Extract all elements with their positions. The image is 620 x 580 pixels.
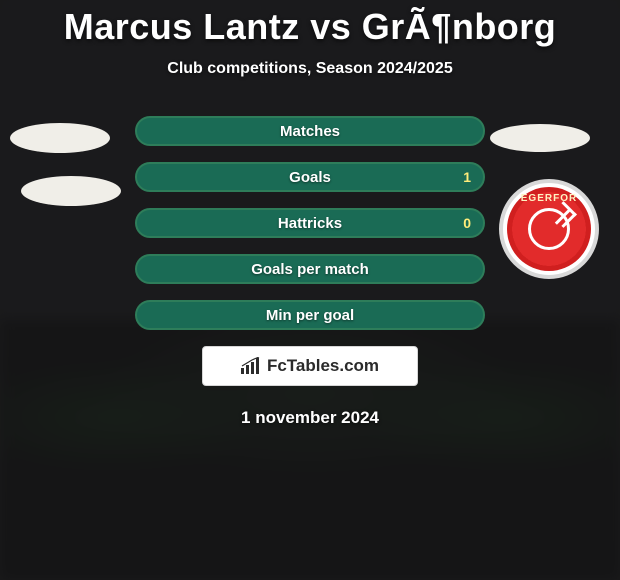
stat-bar-hattricks: Hattricks 0 [135, 208, 485, 238]
stat-bar-goals-per-match: Goals per match [135, 254, 485, 284]
club-badge-symbol [528, 208, 570, 250]
page-subtitle: Club competitions, Season 2024/2025 [0, 60, 620, 78]
stat-value: 0 [463, 215, 471, 231]
club-badge-text: EGERFOR [507, 193, 591, 204]
player-left-shape-2 [21, 176, 121, 206]
stat-label: Hattricks [278, 215, 342, 232]
stat-value: 1 [463, 169, 471, 185]
stat-label: Goals per match [251, 261, 369, 278]
date-label: 1 november 2024 [0, 408, 620, 428]
page-title: Marcus Lantz vs GrÃ¶nborg [0, 0, 620, 48]
player-right-shape [490, 124, 590, 152]
player-left-shape-1 [10, 123, 110, 153]
stat-bar-matches: Matches [135, 116, 485, 146]
stat-label: Goals [289, 169, 331, 186]
club-badge-inner: EGERFOR [507, 187, 591, 271]
brand-text: FcTables.com [267, 356, 379, 376]
stat-bar-goals: Goals 1 [135, 162, 485, 192]
brand-box[interactable]: FcTables.com [202, 346, 418, 386]
stat-label: Min per goal [266, 307, 354, 324]
stat-bars: Matches Goals 1 Hattricks 0 Goals per ma… [135, 116, 485, 330]
club-badge: EGERFOR [499, 179, 599, 279]
content: Marcus Lantz vs GrÃ¶nborg Club competiti… [0, 0, 620, 580]
bar-chart-icon [241, 357, 263, 375]
stat-bar-min-per-goal: Min per goal [135, 300, 485, 330]
stat-label: Matches [280, 123, 340, 140]
